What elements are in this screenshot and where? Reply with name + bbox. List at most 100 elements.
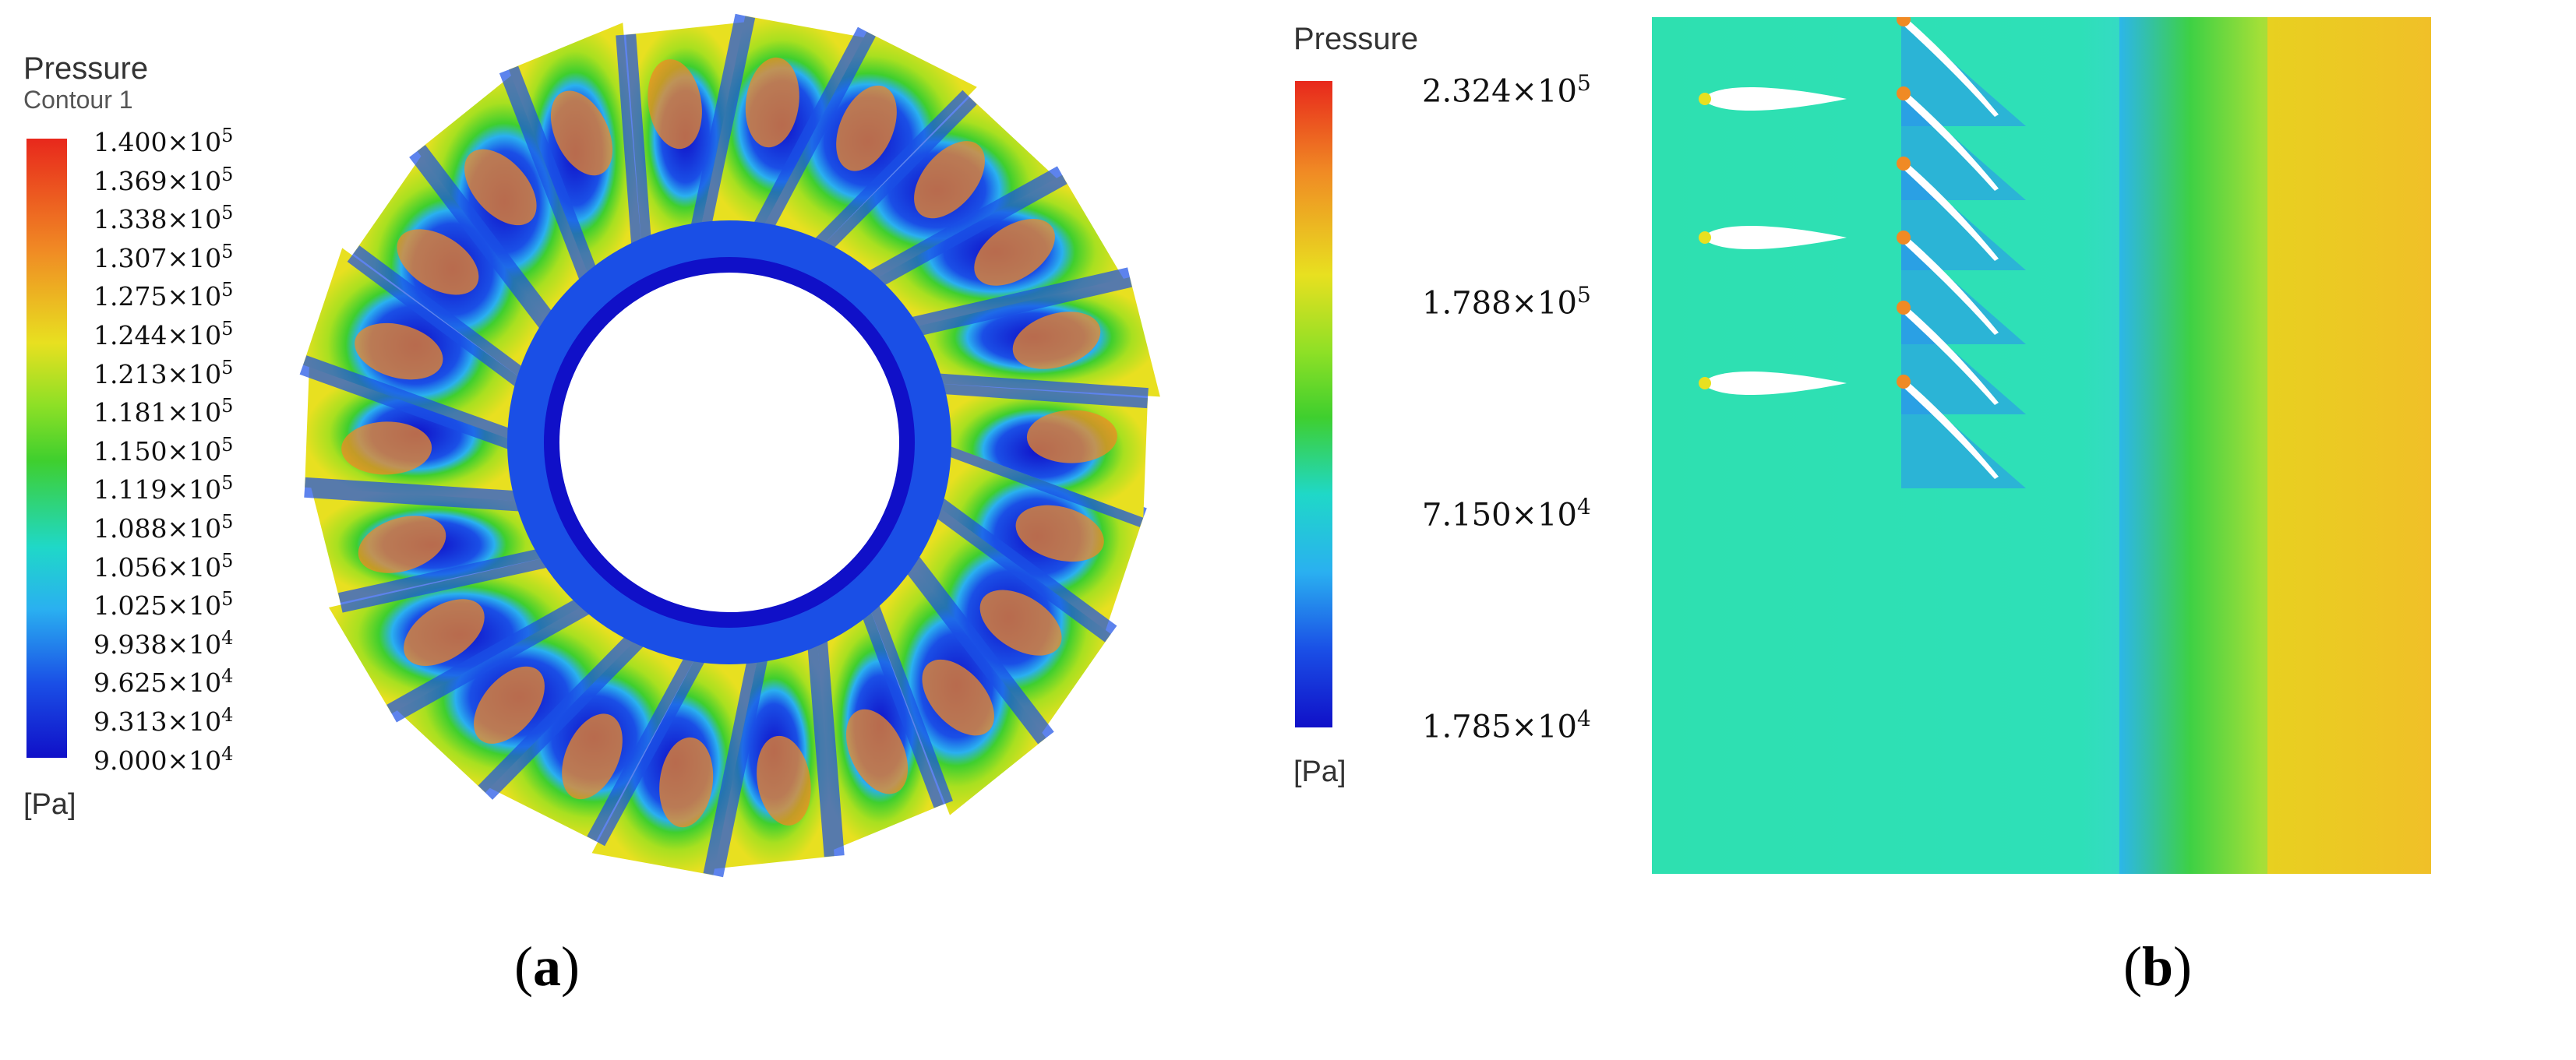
rotor-blade-b [1900,91,1999,191]
high-pressure-spot [979,590,1062,656]
legend-a-tick-label: 1.244×105 [94,318,234,350]
rotor-blade-b [1900,305,1999,405]
rotor-blade [478,626,650,800]
high-pressure-spot [404,599,485,666]
rotor-blade [347,245,534,392]
legend-b-colorbar [1295,81,1332,727]
stagnation-point [1699,377,1711,389]
high-pressure-spot [745,57,799,148]
high-pressure-spot [659,737,714,828]
legend-a-tick-label: 9.000×104 [94,742,234,776]
legend-a-subtitle: Contour 1 [23,86,133,114]
high-pressure-spot [1012,312,1101,369]
high-pressure-spot [922,659,994,736]
legend-a-tick-label: 1.056×105 [94,549,234,583]
rotor-blade [409,145,561,335]
high-pressure-spot [845,709,909,794]
high-pressure-spot [1026,410,1117,463]
legend-a-tick-label: 9.625×104 [94,665,234,699]
legend-a-tick-label: 9.313×104 [94,704,234,737]
rotor-blade [806,632,845,858]
cascade-blades [1699,17,2026,488]
rotor-blade [304,477,528,512]
leading-edge-hotspot [1897,301,1911,315]
rotor-blade [898,550,1054,745]
high-pressure-spot [355,322,443,380]
panel-b-label: (b) [2123,935,2193,998]
legend-b-tick-label: 7.150×104 [1422,494,1591,534]
rotor-blade-b [1900,17,1999,117]
high-pressure-spot [974,219,1055,286]
legend-a-tick-label: 1.275×105 [94,279,234,312]
legend-a-tick-label: 1.213×105 [94,356,234,389]
rotor-blade [703,648,770,878]
legend-a-tick-label: 1.307×105 [94,240,234,273]
rotor-blade [930,372,1149,409]
stagnation-point [1699,231,1711,244]
legend-b-unit: [Pa] [1293,755,1346,788]
panel-a-label: (a) [514,935,580,998]
hub-ring [507,220,951,664]
legend-b-tick-label: 2.324×105 [1422,70,1591,110]
rotor-blade [809,90,977,259]
legend-a-tick-label: 1.338×105 [94,202,234,235]
legend-a-tick-label: 1.088×105 [94,511,234,544]
legend-a-tick-label: 9.938×104 [94,626,234,660]
high-pressure-spot [757,735,811,826]
leading-edge-hotspot [1897,17,1911,26]
legend-b-tick-label: 1.785×104 [1422,706,1591,745]
rotor-blade [616,33,652,252]
legend-b-title: Pressure [1293,22,1419,56]
leading-edge-hotspot [1897,157,1911,171]
legend-a-tick-label: 1.119×105 [94,472,234,505]
leading-edge-hotspot [1897,231,1911,245]
rotor-blade [862,166,1067,293]
hub-hole [570,283,889,602]
legend-a-tick-label: 1.025×105 [94,588,234,622]
stator-airfoil [1703,225,1847,250]
rotor-blade [689,13,756,237]
rotor-blade [925,493,1117,643]
legend-b-tick-label: 1.788×105 [1422,282,1591,322]
high-pressure-spot [914,141,985,219]
rotor-blade [587,646,709,847]
high-pressure-spot [1015,505,1104,562]
panel-a: Pressure Contour 1 1.400×105 1.369×105 1.3… [0,0,1169,1060]
high-pressure-spot [474,666,545,744]
stator-airfoil [1703,371,1847,396]
stator-airfoil [1703,86,1847,111]
rotor-blade [338,546,555,613]
high-pressure-spot [397,229,479,295]
panel-b: Pressure 2.324×105 1.788×105 7.150×104 1.78… [1216,0,2576,1060]
legend-a-tick-label: 1.400×105 [94,125,234,157]
rotor-blade [857,597,953,808]
turbine-rotor-contour [299,13,1160,878]
hub-ring-inner [544,257,915,628]
rotor-blade [499,65,602,287]
high-pressure-spot [562,713,623,800]
stagnation-point [1699,93,1711,105]
outlet-region [2267,17,2431,874]
rotor-blade [386,592,597,723]
leading-edge-hotspot [1897,375,1911,389]
rotor-blade-passages [299,13,1160,878]
high-pressure-spot [550,90,613,176]
legend-a-unit: [Pa] [23,788,76,821]
legend-a-tick-label: 1.369×105 [94,163,234,196]
rotor-blade-b [1900,235,1999,335]
legend-a-colorbar [26,139,67,758]
rotor-blade [299,355,523,453]
rotor-blade [750,26,876,239]
high-pressure-spot [341,421,432,475]
rotor-blade-b [1900,161,1999,261]
legend-a-title: Pressure [23,51,149,86]
rotor-blade-b [1900,379,1999,479]
high-pressure-spot [464,149,537,226]
high-pressure-spot [836,85,897,171]
high-pressure-spot [358,516,446,573]
legend-a-tick-label: 1.181×105 [94,395,234,428]
rotor-blade [904,267,1132,339]
cascade-contour [1652,17,2431,874]
high-pressure-spot [648,59,702,150]
leading-edge-hotspot [1897,86,1911,100]
